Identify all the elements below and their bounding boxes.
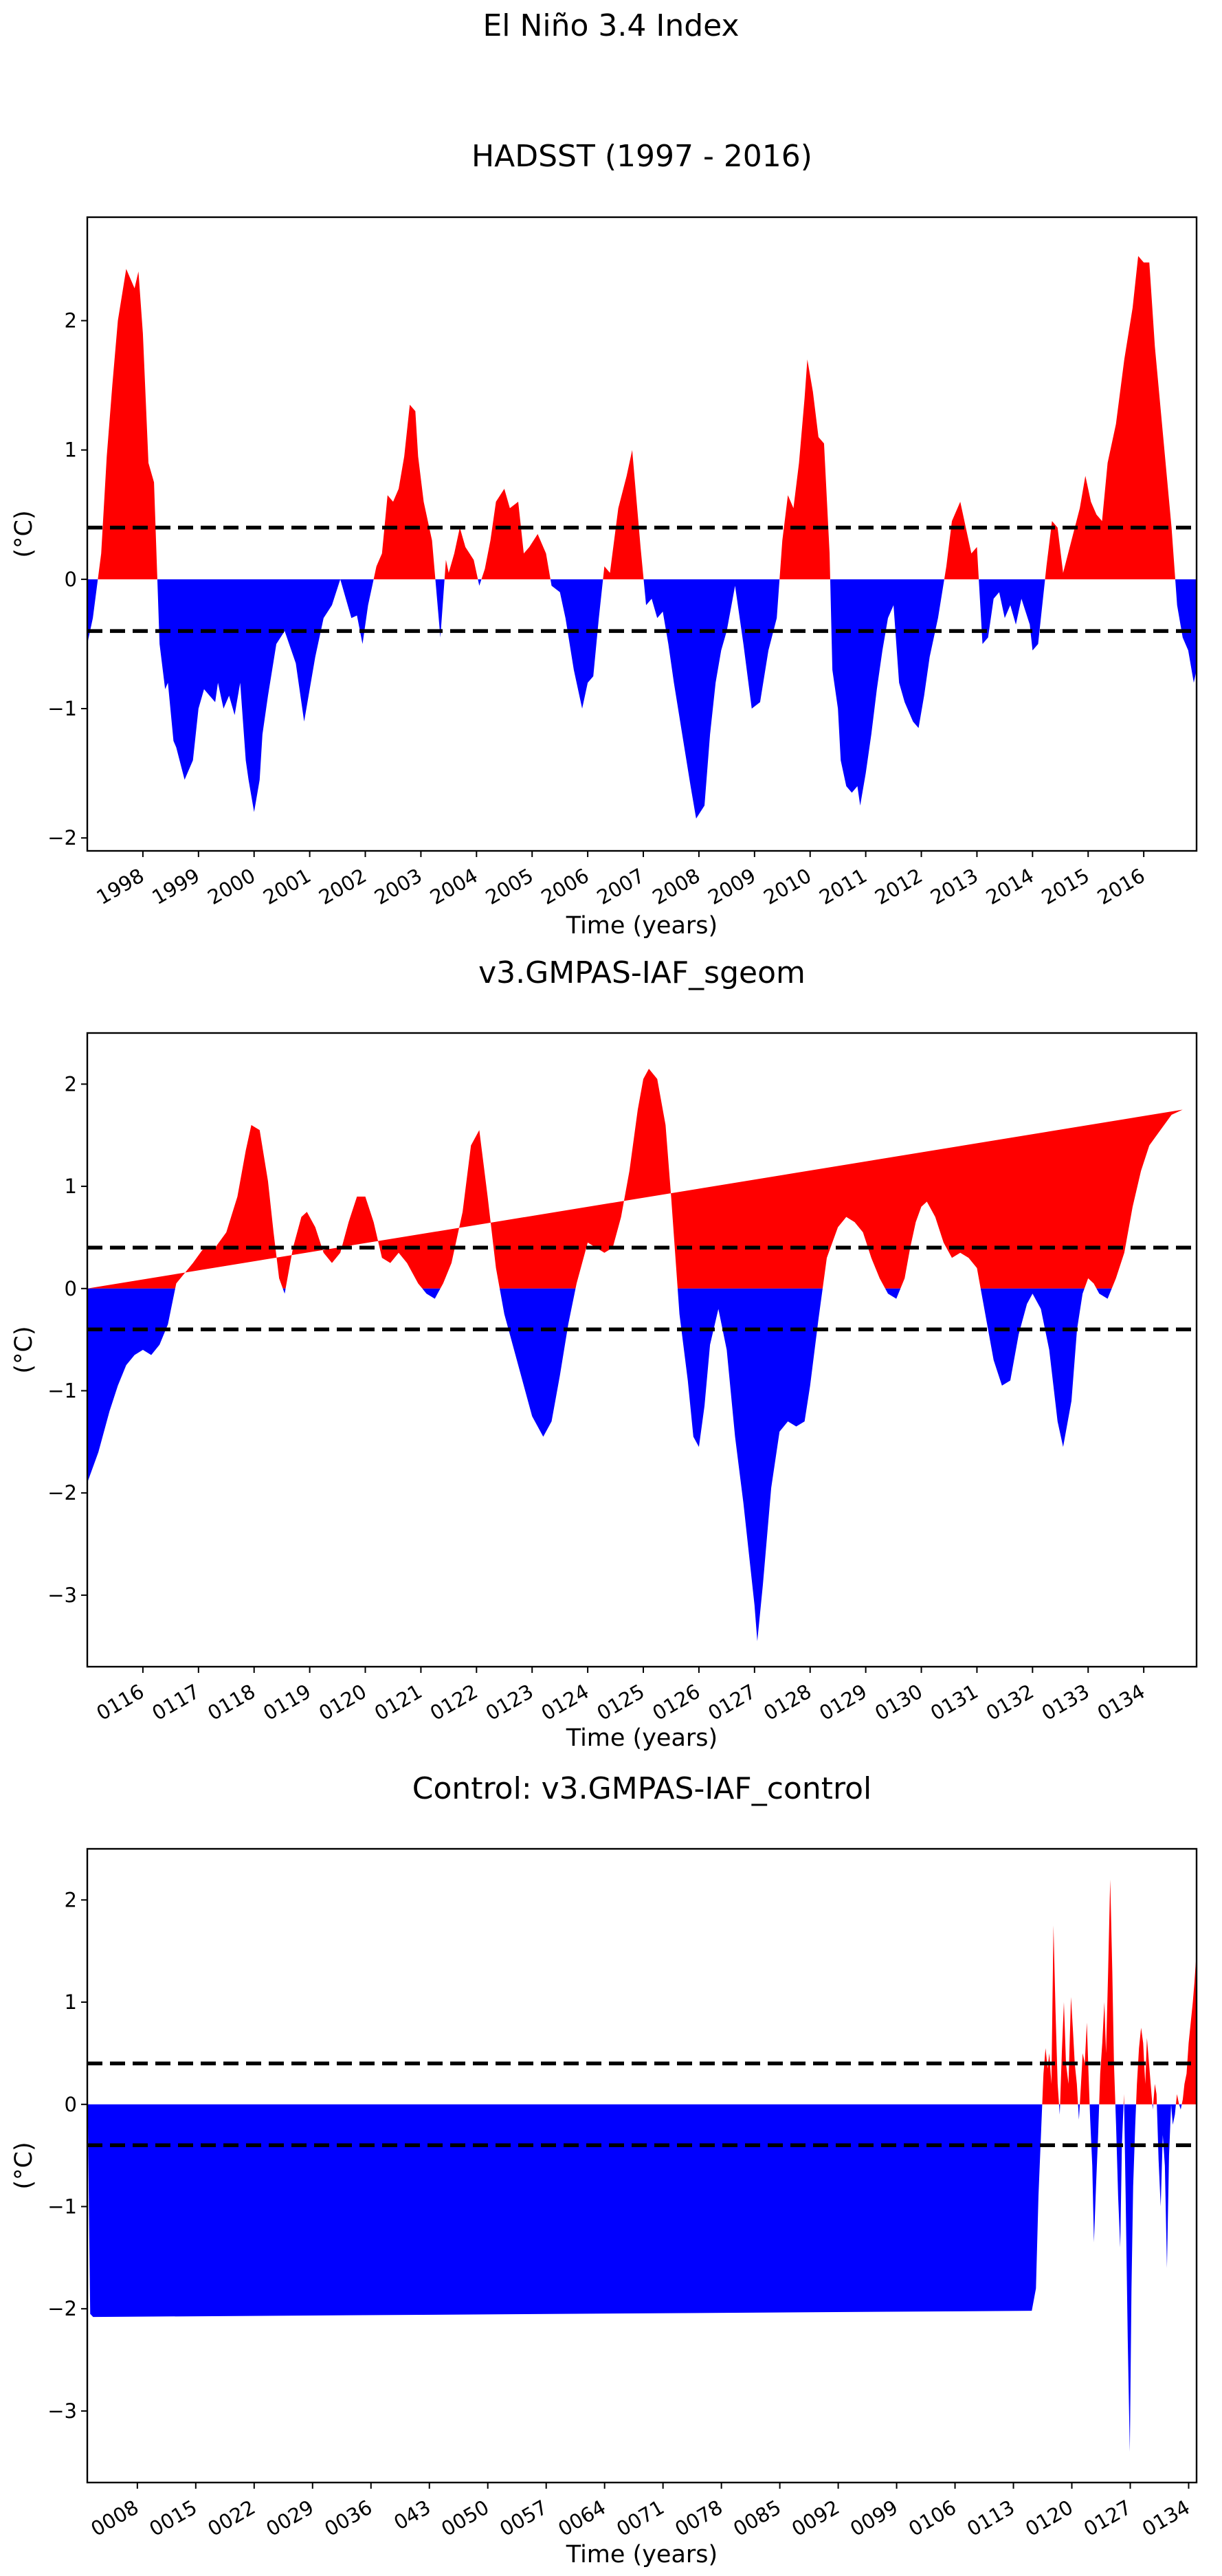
x-tick-label: 0117: [148, 1680, 203, 1725]
x-tick-label: 1998: [92, 864, 148, 909]
y-tick-label: 2: [65, 309, 77, 333]
y-tick-label: −3: [47, 1584, 77, 1607]
positive-anomaly-area: [87, 256, 1197, 579]
y-tick-label: 2: [65, 1888, 77, 1911]
x-tick-label: 2013: [926, 864, 982, 909]
plot-frame: [86, 1032, 1198, 1668]
y-tick-label: −1: [47, 2195, 77, 2218]
y-axis-label: (°C): [10, 1326, 38, 1373]
x-tick-label: 0106: [904, 2496, 960, 2541]
x-tick-label: 0131: [926, 1680, 982, 1725]
x-tick-label: 0118: [203, 1680, 259, 1725]
x-tick-label: 2002: [315, 864, 370, 909]
x-tick-label: 0078: [671, 2496, 726, 2541]
positive-anomaly-area: [87, 1069, 1183, 1289]
chart-title: Control: v3.GMPAS-IAF_control: [412, 1771, 871, 1806]
x-tick-label: 0015: [145, 2496, 201, 2541]
x-tick-label: 0113: [963, 2496, 1019, 2541]
x-tick-label: 2007: [593, 864, 649, 909]
y-tick-label: 0: [65, 1277, 77, 1300]
x-tick-label: 2016: [1093, 864, 1149, 909]
y-tick-label: 2: [65, 1072, 77, 1096]
x-axis-label: Time (years): [566, 1724, 718, 1752]
y-tick-label: 1: [65, 1990, 77, 2014]
x-tick-label: 0120: [315, 1680, 370, 1725]
y-tick-label: 0: [65, 568, 77, 591]
x-tick-label: 0134: [1138, 2496, 1194, 2541]
x-tick-label: 2014: [982, 864, 1038, 909]
x-tick-label: 0127: [1080, 2496, 1135, 2541]
chart-title: v3.GMPAS-IAF_sgeom: [478, 955, 806, 990]
x-tick-label: 0124: [537, 1680, 593, 1725]
x-tick-label: 0125: [593, 1680, 649, 1725]
x-tick-label: 0071: [612, 2496, 668, 2541]
x-tick-label: 2009: [704, 864, 759, 909]
y-tick-label: −1: [47, 1379, 77, 1402]
x-tick-label: 0134: [1093, 1680, 1149, 1725]
chart-title: HADSST (1997 - 2016): [471, 139, 812, 174]
x-tick-label: 0122: [426, 1680, 482, 1725]
y-tick-label: −3: [47, 2399, 77, 2423]
y-tick-label: 0: [65, 2093, 77, 2116]
negative-anomaly-area: [87, 1288, 1183, 1641]
x-tick-label: 2004: [426, 864, 482, 909]
y-tick-label: −2: [47, 2297, 77, 2320]
plot-frame: [86, 216, 1198, 852]
x-tick-label: 0126: [649, 1680, 704, 1725]
x-tick-label: 0132: [982, 1680, 1038, 1725]
y-tick-label: 1: [65, 1175, 77, 1198]
negative-anomaly-area: [87, 2104, 1197, 2452]
x-tick-label: 2006: [537, 864, 593, 909]
x-axis-label: Time (years): [566, 912, 718, 940]
x-tick-label: 2011: [815, 864, 871, 909]
x-tick-label: 0057: [496, 2496, 551, 2541]
x-tick-label: 0050: [437, 2496, 493, 2541]
x-tick-label: 0099: [846, 2496, 902, 2541]
x-tick-label: 0128: [759, 1680, 815, 1725]
figure-title: El Niño 3.4 Index: [482, 8, 739, 43]
x-tick-label: 0085: [729, 2496, 785, 2541]
x-tick-label: 0127: [704, 1680, 759, 1725]
plot-frame: [86, 1847, 1198, 2484]
chart-panel-3: −3 −2 −1 0 1 2 0008 0015 0022 0029 0036 043 0050 0057…: [10, 1771, 1198, 2568]
x-tick-label: 0133: [1038, 1680, 1093, 1725]
x-tick-label: 0116: [92, 1680, 148, 1725]
negative-anomaly-area: [87, 579, 1197, 819]
x-tick-label: 043: [390, 2496, 434, 2535]
y-tick-label: −2: [47, 1481, 77, 1504]
x-tick-label: 2015: [1038, 864, 1093, 909]
x-tick-label: 2000: [203, 864, 259, 909]
x-tick-label: 0092: [788, 2496, 843, 2541]
y-tick-label: −1: [47, 697, 77, 720]
y-tick-label: −2: [47, 826, 77, 850]
y-axis-label: (°C): [10, 510, 38, 557]
x-tick-label: 0064: [554, 2496, 610, 2541]
y-tick-label: 1: [65, 438, 77, 462]
x-tick-label: 1999: [148, 864, 203, 909]
positive-anomaly-area: [87, 1879, 1197, 2105]
x-tick-label: 0123: [482, 1680, 537, 1725]
x-tick-label: 2003: [370, 864, 426, 909]
x-tick-label: 2001: [259, 864, 315, 909]
x-tick-label: 0029: [262, 2496, 318, 2541]
x-axis-label: Time (years): [566, 2541, 718, 2568]
y-axis-label: (°C): [10, 2142, 38, 2189]
x-tick-label: 0121: [370, 1680, 426, 1725]
x-tick-label: 0130: [871, 1680, 926, 1725]
x-tick-label: 0008: [87, 2496, 142, 2541]
x-tick-label: 0120: [1021, 2496, 1077, 2541]
x-tick-label: 0036: [320, 2496, 376, 2541]
x-tick-label: 2010: [759, 864, 815, 909]
x-tick-label: 0119: [259, 1680, 315, 1725]
x-tick-label: 2012: [871, 864, 926, 909]
x-tick-label: 2008: [649, 864, 704, 909]
x-tick-label: 2005: [482, 864, 537, 909]
x-tick-label: 0022: [203, 2496, 259, 2541]
x-tick-label: 0129: [815, 1680, 871, 1725]
